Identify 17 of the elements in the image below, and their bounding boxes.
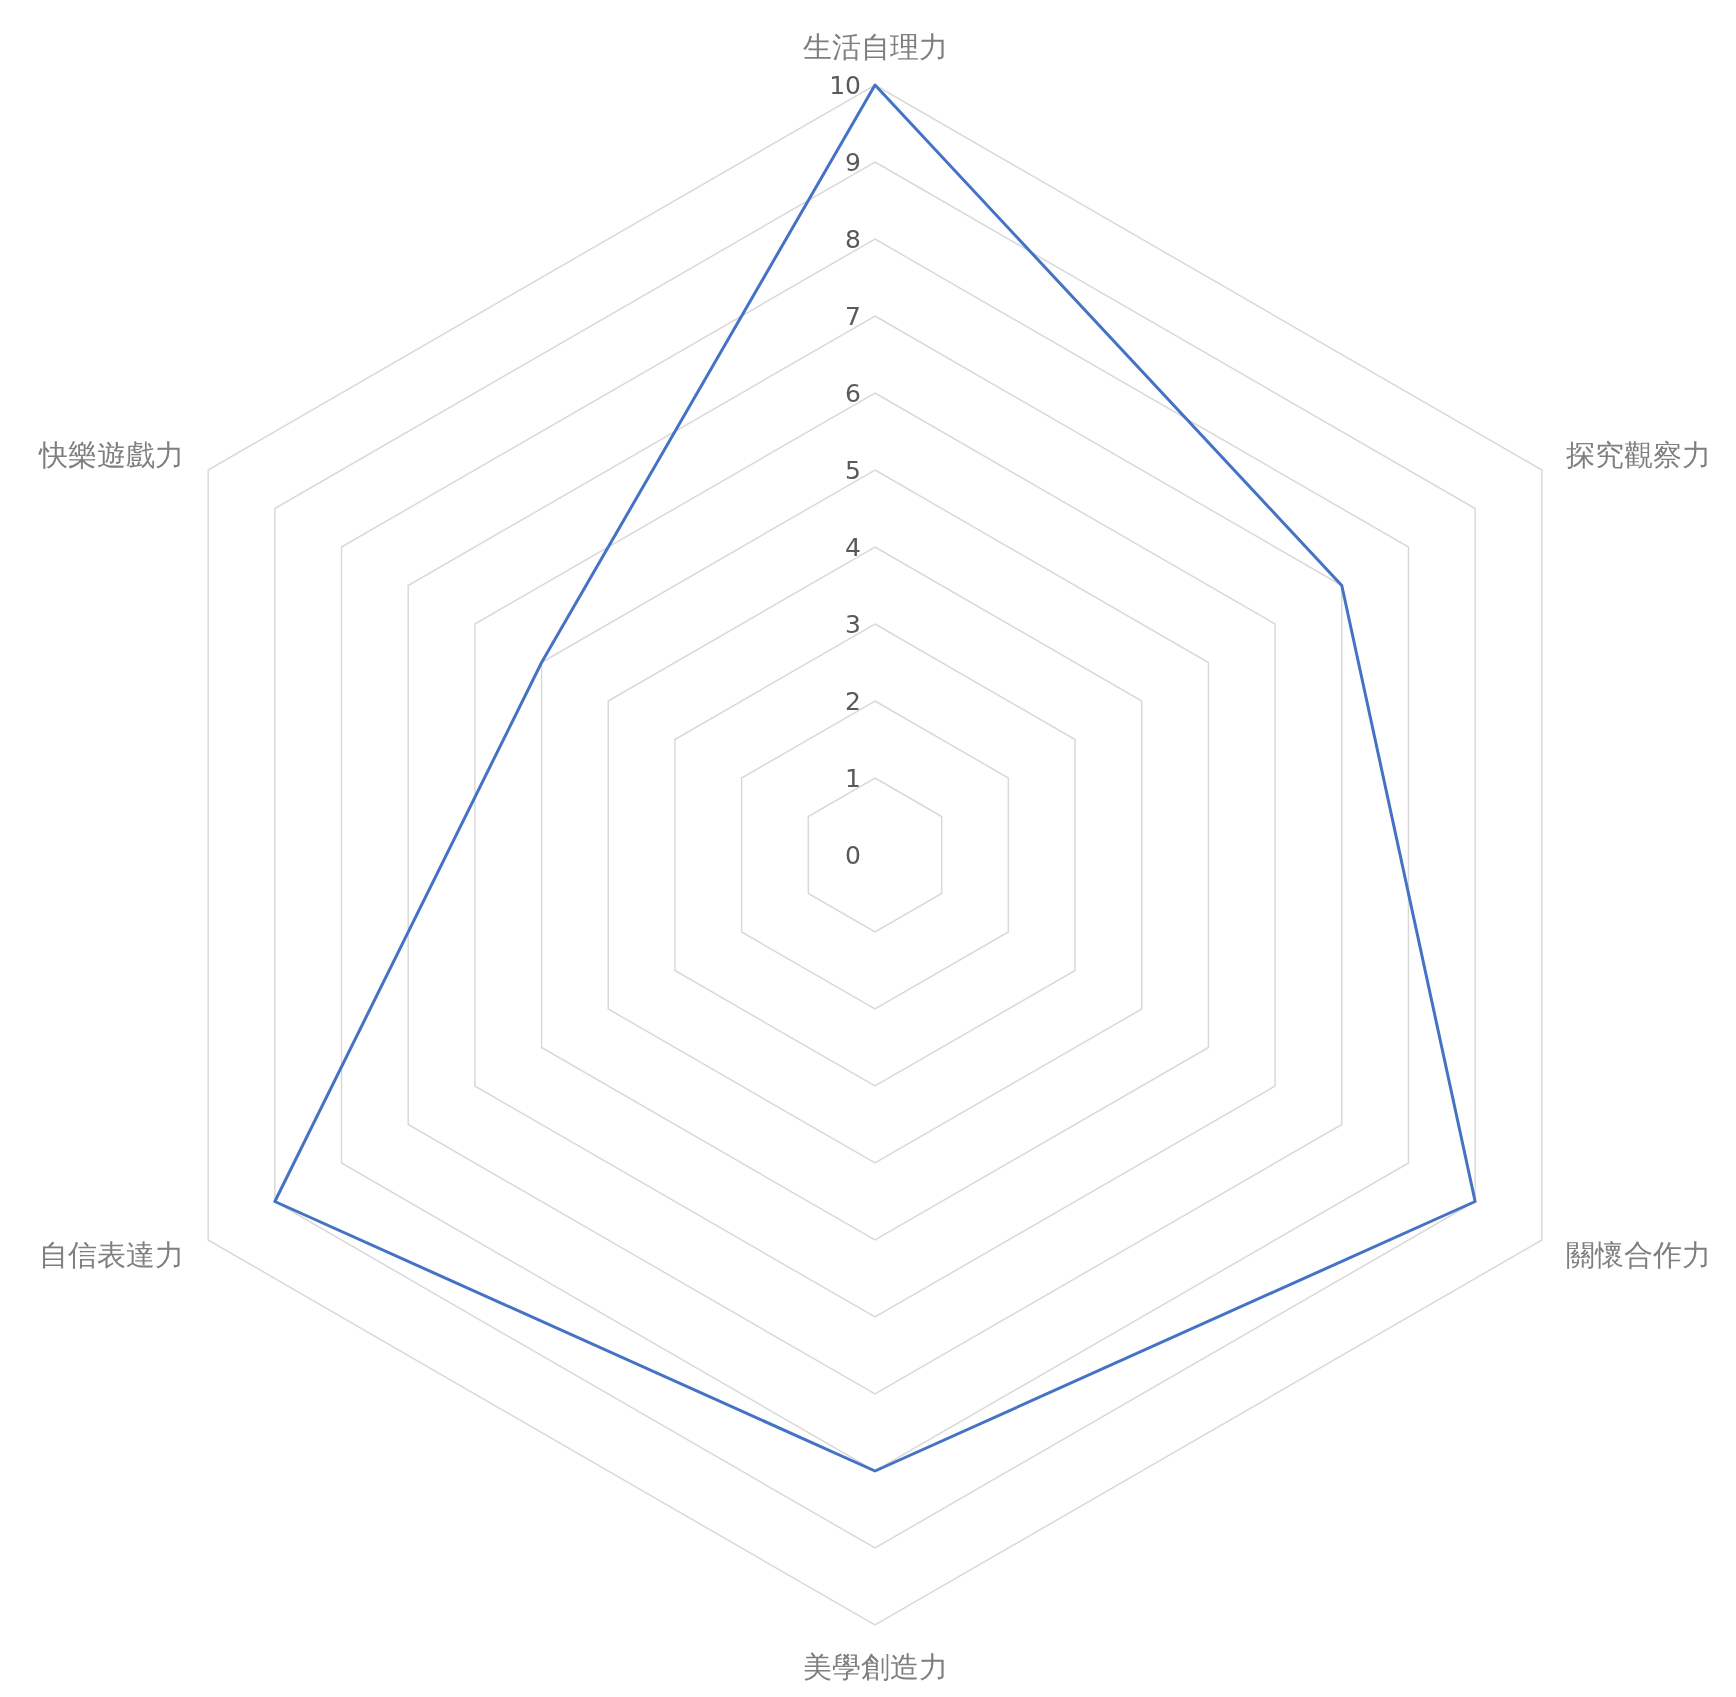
y-tick-label: 9: [845, 148, 861, 177]
spoke-label: 自信表達力: [38, 1238, 184, 1272]
y-tick-label: 7: [845, 302, 861, 331]
y-tick-label: 4: [845, 533, 861, 562]
y-tick-label: 2: [845, 687, 861, 716]
spoke-label: 生活自理力: [802, 30, 948, 64]
y-tick-label: 10: [829, 71, 861, 100]
y-tick-label: 3: [845, 610, 861, 639]
spoke-label: 探究觀察力: [1566, 438, 1712, 472]
y-tick-label: 5: [845, 456, 861, 485]
spoke-label: 美學創造力: [802, 1650, 948, 1684]
y-tick-label: 1: [845, 764, 861, 793]
y-tick-label: 8: [845, 225, 861, 254]
spoke-label: 關懷合作力: [1566, 1238, 1712, 1272]
y-tick-label: 6: [845, 379, 861, 408]
y-tick-label: 0: [845, 841, 861, 870]
spoke-label: 快樂遊戲力: [37, 438, 184, 472]
